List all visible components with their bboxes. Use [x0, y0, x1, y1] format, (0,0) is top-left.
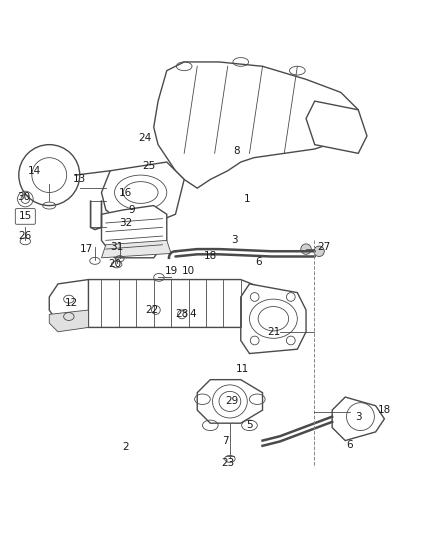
- Text: 4: 4: [190, 309, 196, 319]
- Polygon shape: [102, 162, 184, 223]
- Text: 20: 20: [108, 260, 121, 269]
- Text: 15: 15: [19, 212, 32, 221]
- Text: 21: 21: [267, 327, 280, 337]
- Text: 27: 27: [317, 242, 330, 252]
- Polygon shape: [102, 206, 167, 258]
- Polygon shape: [241, 284, 306, 353]
- Text: 9: 9: [129, 205, 135, 215]
- Text: 3: 3: [355, 411, 362, 422]
- Text: 28: 28: [175, 309, 189, 319]
- Text: 1: 1: [244, 194, 251, 204]
- Text: 11: 11: [237, 364, 250, 374]
- FancyBboxPatch shape: [15, 208, 35, 224]
- Text: 14: 14: [28, 166, 41, 176]
- Text: 19: 19: [165, 266, 178, 276]
- Polygon shape: [197, 379, 262, 423]
- Text: 31: 31: [110, 242, 124, 252]
- Text: 16: 16: [119, 188, 132, 198]
- Polygon shape: [332, 397, 385, 441]
- Circle shape: [19, 144, 80, 206]
- Polygon shape: [49, 310, 88, 332]
- Polygon shape: [306, 101, 367, 154]
- Text: 6: 6: [255, 257, 261, 267]
- Text: 24: 24: [138, 133, 152, 143]
- Text: 2: 2: [122, 442, 129, 452]
- Polygon shape: [49, 279, 88, 327]
- Text: 10: 10: [182, 266, 195, 276]
- Ellipse shape: [314, 246, 324, 256]
- Text: 30: 30: [18, 192, 31, 202]
- Ellipse shape: [301, 244, 311, 254]
- Text: 12: 12: [64, 298, 78, 309]
- Text: 17: 17: [80, 244, 93, 254]
- Text: 32: 32: [119, 218, 132, 228]
- Polygon shape: [154, 62, 358, 188]
- Text: 22: 22: [145, 305, 158, 315]
- Text: 6: 6: [346, 440, 353, 450]
- Text: 18: 18: [204, 251, 217, 261]
- Polygon shape: [80, 279, 262, 327]
- Text: 25: 25: [143, 161, 156, 172]
- Text: 13: 13: [73, 174, 86, 184]
- Text: 26: 26: [19, 231, 32, 241]
- Text: 23: 23: [221, 458, 234, 468]
- Text: 5: 5: [246, 421, 253, 430]
- Text: 3: 3: [231, 236, 237, 245]
- Text: 8: 8: [233, 146, 240, 156]
- Polygon shape: [102, 240, 171, 258]
- Text: 29: 29: [226, 397, 239, 407]
- Text: 7: 7: [222, 435, 229, 446]
- Text: 18: 18: [378, 405, 391, 415]
